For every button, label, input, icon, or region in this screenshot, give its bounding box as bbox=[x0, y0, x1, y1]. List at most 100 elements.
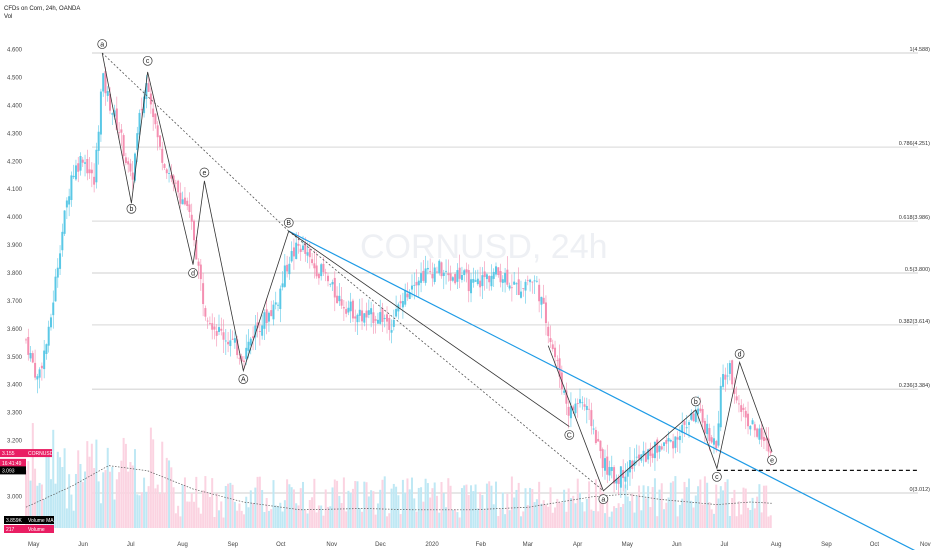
candle-body[interactable] bbox=[440, 262, 443, 277]
candle-body[interactable] bbox=[422, 270, 425, 281]
dotted-projection-line[interactable] bbox=[101, 52, 290, 232]
candle-body[interactable] bbox=[381, 308, 384, 322]
candle-body[interactable] bbox=[681, 424, 684, 433]
candle-body[interactable] bbox=[374, 319, 377, 321]
candle-body[interactable] bbox=[124, 157, 127, 164]
candle-body[interactable] bbox=[163, 164, 166, 168]
candle-body[interactable] bbox=[442, 272, 445, 276]
candle-body[interactable] bbox=[315, 265, 318, 277]
candle-body[interactable] bbox=[152, 108, 155, 118]
candle-body[interactable] bbox=[277, 304, 280, 306]
candle-body[interactable] bbox=[420, 273, 423, 283]
x-axis[interactable]: May Jun Jul Aug Sep Oct Nov Dec 2020 Feb Mar Apr May… bbox=[28, 542, 931, 548]
candle-body[interactable] bbox=[72, 175, 75, 178]
wave-path[interactable] bbox=[101, 52, 290, 373]
candle-body[interactable] bbox=[492, 271, 495, 279]
candle-body[interactable] bbox=[565, 390, 568, 404]
candle-body[interactable] bbox=[313, 263, 316, 269]
candle-body[interactable] bbox=[456, 270, 459, 282]
candle-body[interactable] bbox=[99, 91, 102, 135]
candle-body[interactable] bbox=[118, 132, 121, 134]
candle-body[interactable] bbox=[765, 438, 768, 441]
candle-body[interactable] bbox=[168, 173, 171, 174]
candle-body[interactable] bbox=[61, 231, 64, 251]
candle-body[interactable] bbox=[38, 369, 41, 378]
candle-body[interactable] bbox=[749, 425, 752, 430]
candle-body[interactable] bbox=[109, 93, 112, 111]
candle-body[interactable] bbox=[233, 338, 236, 343]
candle-body[interactable] bbox=[769, 451, 772, 454]
candle-body[interactable] bbox=[722, 373, 725, 387]
candle-body[interactable] bbox=[183, 197, 186, 205]
candle-body[interactable] bbox=[608, 466, 611, 476]
candle-body[interactable] bbox=[445, 270, 448, 272]
candle-body[interactable] bbox=[79, 156, 82, 171]
candle-body[interactable] bbox=[320, 264, 323, 277]
candle-body[interactable] bbox=[626, 469, 629, 477]
candle-body[interactable] bbox=[667, 438, 670, 442]
candle-body[interactable] bbox=[583, 404, 586, 407]
candle-body[interactable] bbox=[751, 420, 754, 425]
candle-body[interactable] bbox=[68, 196, 71, 205]
candle-body[interactable] bbox=[111, 113, 114, 115]
candle-body[interactable] bbox=[588, 408, 591, 410]
candle-body[interactable] bbox=[594, 429, 597, 444]
candle-body[interactable] bbox=[208, 323, 211, 324]
wave-label-circle[interactable] bbox=[690, 396, 701, 407]
candle-body[interactable] bbox=[392, 320, 395, 327]
candle-body[interactable] bbox=[624, 476, 627, 482]
candle-body[interactable] bbox=[86, 158, 89, 174]
candle-body[interactable] bbox=[415, 281, 418, 286]
candle-body[interactable] bbox=[572, 406, 575, 411]
candle-body[interactable] bbox=[649, 448, 652, 456]
candle-body[interactable] bbox=[544, 302, 547, 324]
candle-body[interactable] bbox=[631, 460, 634, 470]
candle-body[interactable] bbox=[508, 285, 511, 289]
candle-body[interactable] bbox=[510, 287, 513, 289]
candle-body[interactable] bbox=[340, 299, 343, 306]
candle-body[interactable] bbox=[406, 293, 409, 298]
candle-body[interactable] bbox=[88, 169, 91, 174]
candle-body[interactable] bbox=[231, 338, 234, 340]
candle-body[interactable] bbox=[217, 327, 220, 332]
candle-body[interactable] bbox=[222, 332, 225, 340]
candle-body[interactable] bbox=[601, 449, 604, 469]
candle-body[interactable] bbox=[49, 317, 52, 328]
candle-body[interactable] bbox=[644, 453, 647, 462]
candle-body[interactable] bbox=[286, 264, 289, 272]
candle-body[interactable] bbox=[383, 318, 386, 320]
candle-body[interactable] bbox=[435, 271, 438, 273]
candle-body[interactable] bbox=[476, 278, 479, 285]
candle-body[interactable] bbox=[517, 279, 520, 296]
candle-body[interactable] bbox=[760, 427, 763, 440]
candle-body[interactable] bbox=[592, 428, 595, 430]
candle-body[interactable] bbox=[370, 308, 373, 315]
candle-body[interactable] bbox=[129, 163, 132, 172]
candle-body[interactable] bbox=[376, 319, 379, 324]
candle-body[interactable] bbox=[395, 309, 398, 317]
candle-body[interactable] bbox=[133, 153, 136, 181]
candle-body[interactable] bbox=[281, 283, 284, 288]
candle-body[interactable] bbox=[542, 297, 545, 304]
candle-body[interactable] bbox=[177, 180, 180, 193]
candle-body[interactable] bbox=[299, 248, 302, 252]
candle-body[interactable] bbox=[356, 314, 359, 323]
candle-body[interactable] bbox=[622, 470, 625, 479]
candle-body[interactable] bbox=[574, 403, 577, 414]
candle-body[interactable] bbox=[329, 283, 332, 285]
candle-body[interactable] bbox=[288, 263, 291, 275]
candle-body[interactable] bbox=[495, 266, 498, 275]
candle-body[interactable] bbox=[165, 169, 168, 174]
candle-body[interactable] bbox=[338, 295, 341, 302]
candle-body[interactable] bbox=[762, 436, 765, 441]
candle-body[interactable] bbox=[247, 341, 250, 351]
candle-body[interactable] bbox=[449, 273, 452, 281]
candle-body[interactable] bbox=[261, 325, 264, 336]
candle-body[interactable] bbox=[240, 356, 243, 362]
candle-body[interactable] bbox=[454, 274, 457, 284]
candle-body[interactable] bbox=[190, 214, 193, 222]
candle-body[interactable] bbox=[438, 260, 441, 274]
candle-body[interactable] bbox=[488, 276, 491, 283]
candle-body[interactable] bbox=[651, 453, 654, 458]
